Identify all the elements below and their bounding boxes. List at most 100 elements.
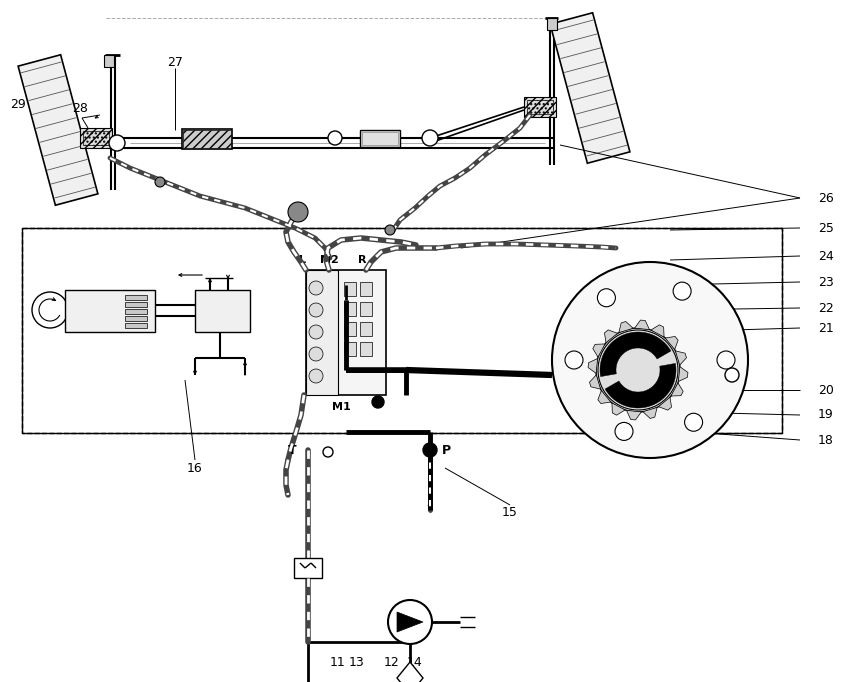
- Text: 20: 20: [818, 383, 834, 396]
- Polygon shape: [643, 407, 657, 419]
- Text: 21: 21: [818, 321, 834, 334]
- Circle shape: [565, 351, 583, 369]
- Bar: [22, 228, 782, 433]
- Polygon shape: [600, 332, 671, 376]
- Circle shape: [309, 303, 323, 317]
- Text: 27: 27: [167, 55, 183, 68]
- Polygon shape: [604, 330, 618, 343]
- Bar: [182, 129, 232, 149]
- Polygon shape: [671, 383, 683, 396]
- Bar: [362, 132, 398, 145]
- Circle shape: [596, 328, 680, 412]
- Bar: [125, 323, 147, 328]
- Bar: [183, 130, 231, 148]
- Bar: [360, 130, 400, 147]
- Text: 11: 11: [330, 655, 346, 668]
- Circle shape: [309, 325, 323, 339]
- Bar: [306, 270, 386, 395]
- Bar: [344, 282, 356, 296]
- Bar: [360, 282, 372, 296]
- Polygon shape: [665, 336, 678, 350]
- Circle shape: [422, 130, 438, 146]
- Polygon shape: [598, 391, 611, 404]
- Circle shape: [598, 330, 678, 410]
- Text: 14: 14: [407, 655, 423, 668]
- Bar: [344, 342, 356, 356]
- Polygon shape: [626, 411, 642, 420]
- Bar: [80, 128, 112, 148]
- Circle shape: [309, 369, 323, 383]
- Polygon shape: [588, 359, 597, 373]
- Circle shape: [328, 131, 342, 145]
- Circle shape: [615, 422, 633, 441]
- Bar: [306, 270, 338, 395]
- Text: P: P: [442, 443, 451, 456]
- Polygon shape: [590, 375, 601, 389]
- Circle shape: [673, 282, 691, 300]
- Text: 26: 26: [818, 192, 834, 205]
- Text: R: R: [357, 255, 366, 265]
- Circle shape: [155, 177, 165, 187]
- Text: 18: 18: [818, 434, 834, 447]
- Bar: [65, 290, 155, 332]
- Text: M2: M2: [320, 255, 339, 265]
- Bar: [360, 342, 372, 356]
- Text: 23: 23: [818, 276, 834, 288]
- Circle shape: [288, 202, 308, 222]
- Polygon shape: [550, 13, 630, 163]
- Bar: [294, 558, 322, 578]
- Polygon shape: [605, 364, 676, 408]
- Circle shape: [597, 288, 615, 307]
- Bar: [344, 302, 356, 316]
- Text: 12: 12: [384, 655, 400, 668]
- Polygon shape: [651, 325, 664, 337]
- Text: 28: 28: [72, 102, 88, 115]
- Circle shape: [109, 135, 125, 151]
- Circle shape: [684, 413, 703, 431]
- Circle shape: [423, 443, 437, 457]
- Text: 19: 19: [818, 409, 834, 421]
- Text: 16: 16: [187, 462, 203, 475]
- Bar: [360, 322, 372, 336]
- Polygon shape: [659, 397, 671, 410]
- Text: L: L: [300, 255, 306, 265]
- Text: 13: 13: [349, 655, 365, 668]
- Bar: [83, 131, 109, 145]
- Bar: [344, 322, 356, 336]
- Bar: [527, 100, 553, 114]
- Text: 29: 29: [10, 98, 26, 111]
- Text: 22: 22: [818, 301, 834, 314]
- Text: 15: 15: [502, 505, 518, 518]
- Bar: [547, 18, 557, 30]
- Circle shape: [32, 292, 68, 328]
- Polygon shape: [18, 55, 98, 205]
- Polygon shape: [612, 403, 625, 415]
- Text: 24: 24: [818, 250, 834, 263]
- Circle shape: [385, 225, 395, 235]
- Polygon shape: [676, 351, 687, 365]
- Bar: [195, 290, 250, 332]
- Circle shape: [717, 351, 735, 369]
- Bar: [125, 309, 147, 314]
- Bar: [125, 295, 147, 300]
- Text: 25: 25: [818, 222, 834, 235]
- Circle shape: [323, 447, 333, 457]
- Polygon shape: [397, 612, 423, 632]
- Bar: [125, 316, 147, 321]
- Polygon shape: [619, 321, 633, 333]
- Circle shape: [388, 600, 432, 644]
- Circle shape: [309, 347, 323, 361]
- Circle shape: [552, 262, 748, 458]
- Bar: [104, 55, 114, 67]
- Bar: [22, 228, 782, 433]
- Polygon shape: [593, 344, 605, 357]
- Circle shape: [725, 368, 739, 382]
- Polygon shape: [397, 662, 423, 682]
- Circle shape: [372, 396, 384, 408]
- Bar: [360, 302, 372, 316]
- Text: T: T: [288, 443, 296, 456]
- Polygon shape: [635, 320, 649, 329]
- Bar: [125, 302, 147, 307]
- Bar: [524, 97, 556, 117]
- Circle shape: [309, 281, 323, 295]
